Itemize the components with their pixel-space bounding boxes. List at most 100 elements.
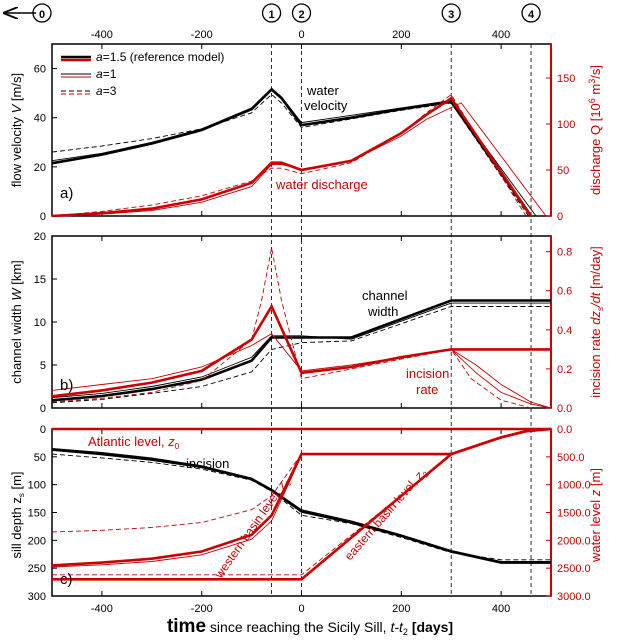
event-marker-1 xyxy=(261,3,282,23)
annotation-western: western basin level, z1 xyxy=(211,475,293,583)
ytick-label-left-c: 150 xyxy=(28,508,46,520)
ytick-label-right-b: 0.8 xyxy=(557,247,572,259)
xtick-label-bottom: 200 xyxy=(392,603,410,615)
ytick-label-left-c: 200 xyxy=(28,535,46,547)
legend-label-ref: a=1.5 (reference model) xyxy=(96,50,224,64)
series-line-b-0 xyxy=(51,299,551,402)
ytick-label-left-b: 20 xyxy=(34,231,46,243)
series-line-c-2 xyxy=(51,453,551,561)
ylabel-sill-depth: sill depth zs [m] xyxy=(9,471,26,558)
annotation-water: water xyxy=(306,83,339,98)
xtick-label-bottom: 0 xyxy=(298,603,304,615)
ytick-label-right-c: 2000.0 xyxy=(557,535,591,547)
annotation-incision: incision xyxy=(406,366,449,381)
ytick-label-right-c: 1000.0 xyxy=(557,480,591,492)
series-line-c-5 xyxy=(52,427,552,581)
event-label-3: 3 xyxy=(448,9,454,21)
series-line-b-2 xyxy=(51,306,551,404)
series-line-a-4 xyxy=(51,102,547,217)
ytick-label-right-c: 500.0 xyxy=(557,452,585,464)
ytick-label-left-a: 60 xyxy=(34,64,46,76)
panel-label-c: c) xyxy=(60,571,73,588)
xtick-label-top: -200 xyxy=(191,29,213,41)
series-line-a-5 xyxy=(51,93,527,217)
legend-value-3: =3 xyxy=(103,84,117,98)
ytick-label-right-a: 0 xyxy=(557,211,563,223)
xtick-label-bottom: 400 xyxy=(492,603,510,615)
series-line-b-6 xyxy=(450,349,552,409)
ylabel-discharge: discharge Q [106 m3/s] xyxy=(587,65,603,195)
ytick-label-right-a: 100 xyxy=(557,119,575,131)
series-line-b-4 xyxy=(51,333,552,409)
ytick-label-left-c: 250 xyxy=(28,563,46,575)
event-marker-4 xyxy=(521,3,541,23)
legend-value-2: =1 xyxy=(103,67,117,81)
ytick-label-left-b: 10 xyxy=(34,317,46,329)
ytick-label-right-c: 0.0 xyxy=(557,424,572,436)
ytick-label-right-b: 0.0 xyxy=(557,403,572,415)
ylabel-water-level: water level z [m] xyxy=(588,468,603,563)
xtick-label-top: 400 xyxy=(492,29,510,41)
series-line-a-0 xyxy=(51,87,533,217)
ytick-label-right-a: 50 xyxy=(557,165,569,177)
series-line-c-7 xyxy=(51,453,302,533)
ytick-label-left-c: 300 xyxy=(28,591,46,603)
text-layer: a=1.5 (reference model) a=1 a=3 a) b) c)… xyxy=(6,13,605,637)
ytick-label-left-a: 20 xyxy=(34,162,46,174)
series-line-a-1 xyxy=(51,87,537,217)
event-marker-3 xyxy=(441,3,461,23)
ytick-label-right-c: 2500.0 xyxy=(557,563,591,575)
legend-key-1: a xyxy=(96,50,103,64)
legend-label-a1: a=1 xyxy=(96,67,117,81)
annotation-width: width xyxy=(367,304,398,319)
ytick-label-left-a: 0 xyxy=(40,211,46,223)
legend-key-3: a xyxy=(96,84,103,98)
ylabel-width: channel width W [km] xyxy=(9,260,24,384)
series-line-c-8 xyxy=(52,455,452,576)
ytick-label-left-a: 40 xyxy=(34,113,46,125)
ytick-label-right-c: 3000.0 xyxy=(557,591,591,603)
ytick-label-left-b: 15 xyxy=(34,274,46,286)
series-line-a-3 xyxy=(51,96,533,218)
ytick-label-right-a: 150 xyxy=(557,73,575,85)
legend: a=1.5 (reference model) a=1 a=3 xyxy=(96,50,224,98)
event-marker-2 xyxy=(291,3,312,23)
event-label-4: 4 xyxy=(528,9,535,21)
event-label-0: 0 xyxy=(39,9,45,21)
ytick-label-left-c: 50 xyxy=(34,452,46,464)
xtick-label-top: 200 xyxy=(392,29,410,41)
annotation-incision-c: incision xyxy=(186,456,229,471)
legend-value-1: =1.5 (reference model) xyxy=(103,50,225,64)
xtick-label-top: -400 xyxy=(91,29,113,41)
panel-label-b: b) xyxy=(60,377,73,394)
annotation-channel: channel xyxy=(362,288,408,303)
ytick-label-right-b: 0.2 xyxy=(557,364,572,376)
annotation-rate: rate xyxy=(416,382,438,397)
event-label-1: 1 xyxy=(268,9,274,21)
ytick-label-right-c: 1500.0 xyxy=(557,508,591,520)
legend-label-a3: a=3 xyxy=(96,84,117,98)
ylabel-velocity: flow velocity V [m/s] xyxy=(9,73,24,187)
annotation-water-discharge: water discharge xyxy=(275,177,368,192)
ytick-label-left-c: 0 xyxy=(40,424,46,436)
annotation-velocity: velocity xyxy=(304,98,348,113)
ytick-label-right-b: 0.6 xyxy=(557,286,572,298)
annotation-atlantic: Atlantic level, z0 xyxy=(88,434,180,451)
ytick-label-left-b: 5 xyxy=(40,360,46,372)
plot-layer: 0 1 2 3 4-400 -200 0 200 40002040600501001500510… xyxy=(28,3,591,615)
series-line-a-2 xyxy=(51,93,529,217)
xtick-label-bottom: -400 xyxy=(91,603,113,615)
ylabel-incision-rate: incision rate dzs/dt [m/day] xyxy=(588,246,605,397)
xlabel: time since reaching the Sicily Sill, t-t… xyxy=(167,616,453,637)
series-line-b-5 xyxy=(51,247,532,409)
series-line-b-1 xyxy=(51,302,551,399)
panel-label-a: a) xyxy=(60,185,73,202)
series-line-c-6 xyxy=(51,455,302,568)
event-label-2: 2 xyxy=(298,9,304,21)
ytick-label-left-b: 0 xyxy=(40,403,46,415)
xtick-label-top: 0 xyxy=(298,29,304,41)
legend-key-2: a xyxy=(96,67,103,81)
series-line-c-1 xyxy=(51,448,551,562)
